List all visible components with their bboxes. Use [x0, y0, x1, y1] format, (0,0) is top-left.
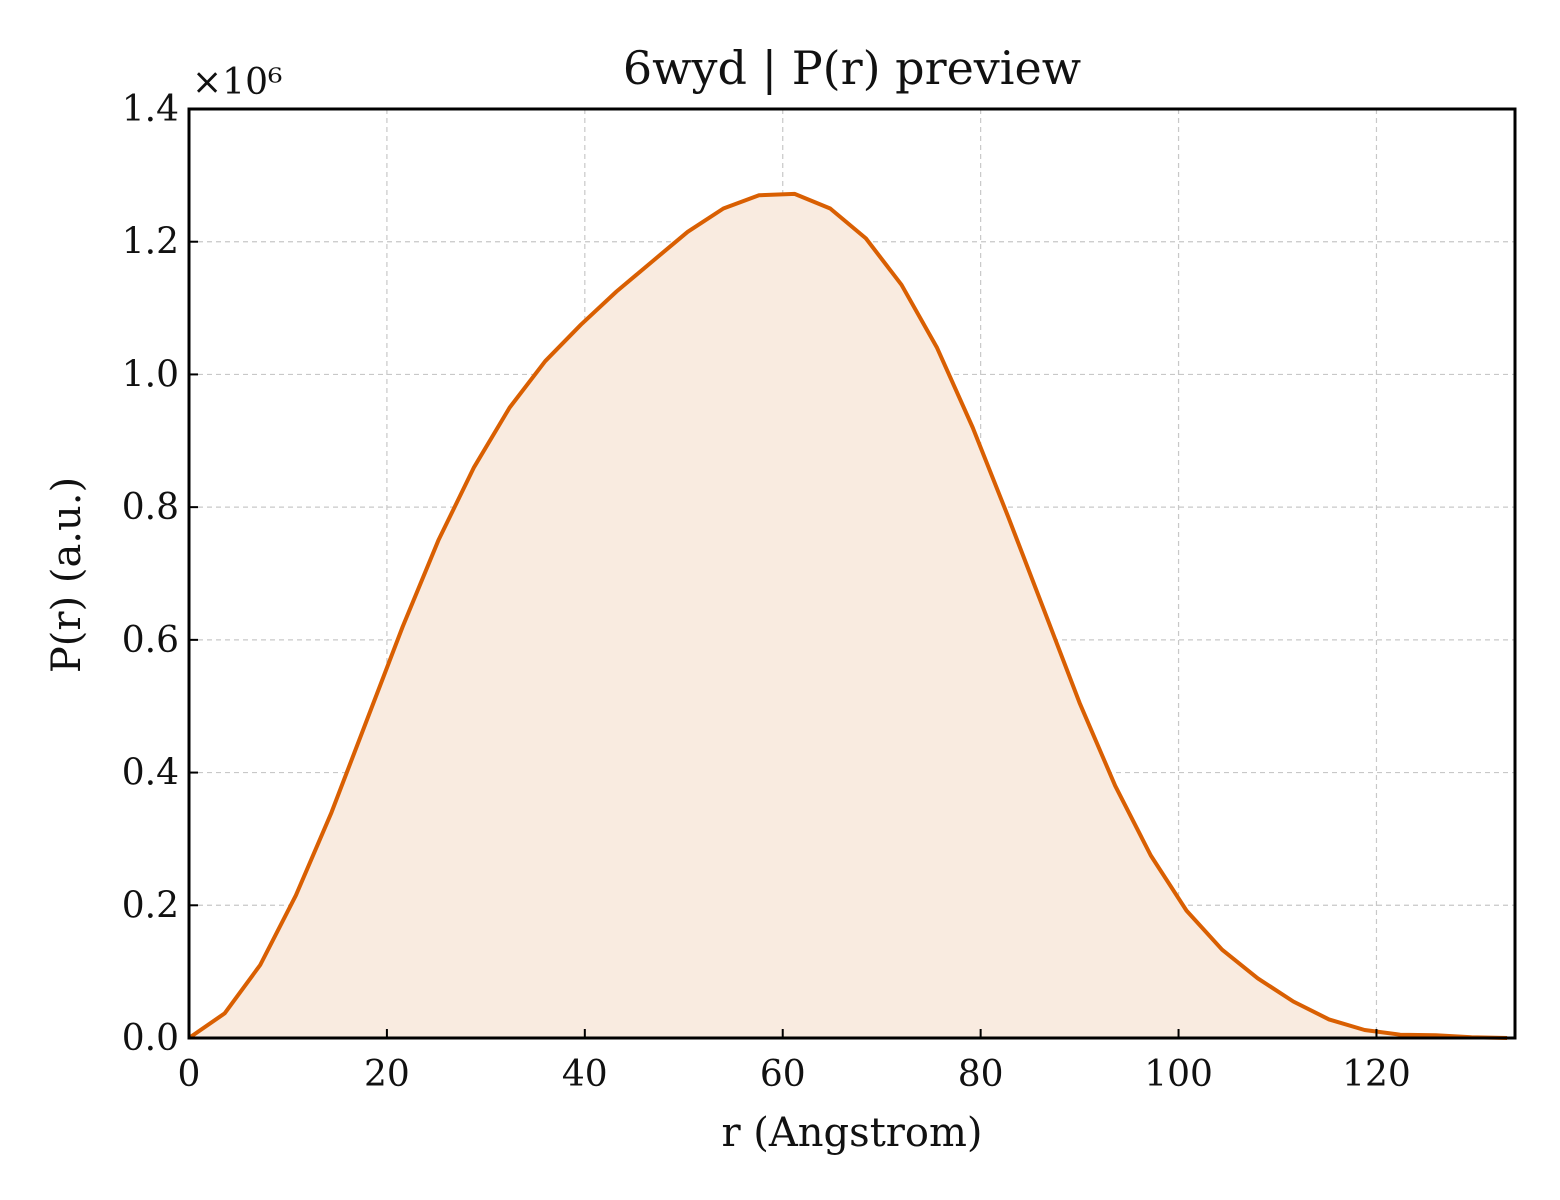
x-tick-label: 0 — [178, 1054, 201, 1095]
y-tick-label: 0.8 — [122, 487, 179, 528]
y-tick-label: 0.4 — [122, 753, 179, 794]
axis-ticks — [188, 108, 1378, 1039]
axis-tick-labels: 0 20 40 60 80 100 120 0.0 0.2 0.4 0.6 0.8 1.0 1.2 1.4 — [122, 89, 1411, 1095]
plot-frame — [187, 107, 1517, 1040]
y-axis-label: P(r) (a.u.) — [44, 477, 90, 673]
y-tick-label: 1.4 — [122, 89, 179, 130]
y-tick-label: 0.6 — [122, 620, 179, 661]
y-tick-label: 1.0 — [122, 354, 179, 395]
x-tick-label: 80 — [958, 1054, 1004, 1095]
chart-title: 6wyd | P(r) preview — [623, 41, 1081, 95]
x-tick-label: 100 — [1144, 1054, 1213, 1095]
y-tick-label: 0.0 — [122, 1018, 179, 1059]
y-axis-offset-label: ×10⁶ — [192, 62, 282, 103]
x-tick-label: 120 — [1342, 1054, 1411, 1095]
pr-curve-line — [187, 191, 1508, 1040]
y-tick-label: 1.2 — [122, 222, 179, 263]
x-axis-label: r (Angstrom) — [721, 1110, 982, 1156]
y-tick-label: 0.2 — [122, 885, 179, 926]
pr-area-fill — [189, 193, 1508, 1038]
x-tick-label: 60 — [760, 1054, 806, 1095]
x-tick-label: 40 — [562, 1054, 608, 1095]
x-tick-label: 20 — [364, 1054, 410, 1095]
